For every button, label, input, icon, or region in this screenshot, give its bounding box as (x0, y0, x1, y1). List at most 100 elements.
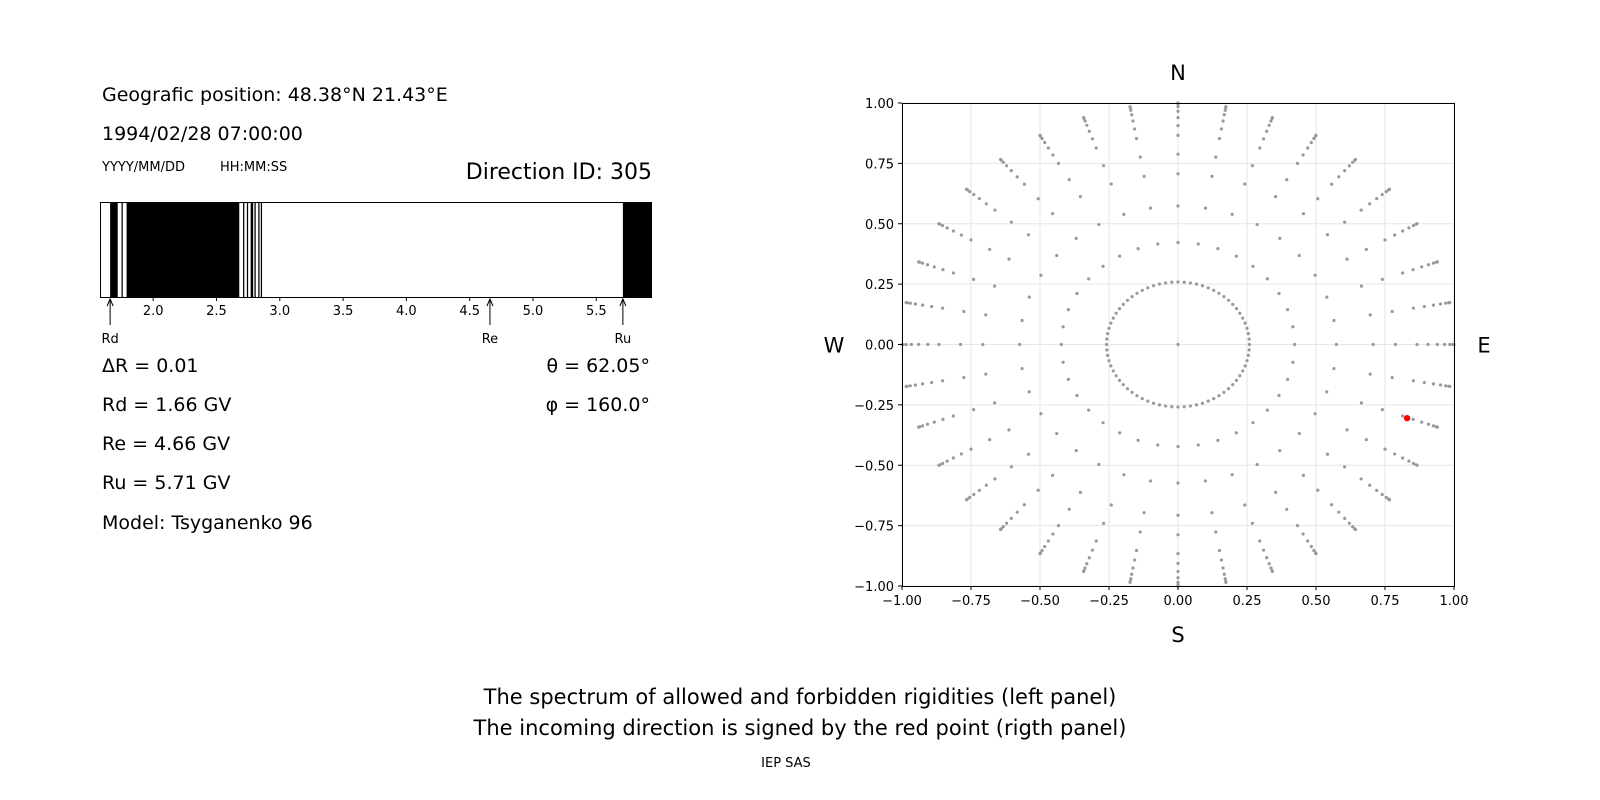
direction-point (1390, 309, 1394, 314)
direction-point (1243, 503, 1247, 507)
direction-point (920, 424, 925, 428)
direction-point (1325, 452, 1330, 456)
direction-point (1015, 175, 1019, 179)
direction-point (969, 447, 973, 451)
direction-point (1380, 407, 1384, 412)
direction-point (1255, 462, 1259, 467)
direction-point (1390, 375, 1394, 380)
direction-point (909, 342, 914, 347)
direction-point (908, 301, 912, 305)
direction-point (1415, 463, 1419, 467)
direction-point (1001, 160, 1005, 164)
direction-point (1448, 342, 1452, 347)
direction-point (1345, 257, 1349, 261)
direction-point (1176, 342, 1180, 347)
direction-point (1301, 212, 1306, 216)
direction-point (1312, 136, 1316, 141)
direction-point (1359, 208, 1363, 212)
direction-point (1238, 311, 1242, 315)
direction-point (1087, 408, 1091, 412)
direction-point (941, 223, 945, 228)
direction-point (1325, 233, 1330, 237)
direction-point (1009, 220, 1013, 224)
marker-arrowhead (106, 297, 114, 307)
direction-point (913, 302, 918, 306)
direction-point (1234, 378, 1239, 382)
direction-point (1131, 119, 1135, 123)
direction-point (984, 313, 988, 317)
direction-point (1375, 488, 1379, 492)
direction-point (1036, 197, 1040, 201)
direction-point (1301, 532, 1305, 536)
forbidden-band (110, 202, 118, 297)
north-label: N (1170, 61, 1186, 85)
direction-point (1383, 447, 1387, 451)
direction-point (1007, 428, 1011, 432)
direction-point (1265, 277, 1269, 281)
direction-point (1380, 192, 1384, 197)
direction-point (1222, 295, 1226, 299)
direction-point (1234, 254, 1238, 258)
direction-point (1295, 524, 1300, 528)
direction-point (1102, 521, 1106, 525)
direction-point (1087, 556, 1091, 560)
direction-point (1200, 401, 1205, 405)
direction-point (984, 202, 988, 206)
direction-point (1314, 133, 1318, 137)
direction-point (1247, 337, 1251, 341)
direction-point (941, 461, 945, 466)
direction-point (1138, 155, 1142, 159)
direction-point (1140, 397, 1144, 401)
direction-point (1444, 301, 1448, 305)
direction-point (1151, 284, 1156, 288)
x-tick-label: −1.00 (882, 594, 922, 609)
credit-label: IEP SAS (761, 756, 811, 771)
direction-point (964, 187, 969, 191)
direction-point (1306, 539, 1310, 543)
direction-point (1387, 498, 1392, 502)
direction-point (1087, 277, 1091, 281)
direction-point (1258, 146, 1262, 150)
direction-point (1056, 161, 1061, 165)
direction-point (988, 247, 992, 251)
spectrum-tick-label: 2.5 (206, 304, 227, 319)
direction-point (1039, 412, 1043, 416)
time-format-label: HH:MM:SS (220, 160, 288, 175)
direction-point (1118, 431, 1122, 435)
direction-point (1114, 374, 1118, 378)
direction-point (1401, 414, 1405, 418)
direction-point (1217, 394, 1221, 398)
marker-label-ru: Ru (615, 332, 632, 347)
direction-point (1411, 306, 1415, 310)
direction-point (1067, 507, 1071, 511)
direction-point (1247, 348, 1251, 352)
direction-point (1130, 572, 1134, 576)
direction-point (1217, 548, 1222, 553)
direction-point (1359, 284, 1363, 288)
direction-point (1438, 302, 1443, 306)
direction-point (1214, 155, 1218, 159)
direction-point (1176, 152, 1180, 156)
direction-point (1286, 307, 1290, 312)
direction-point (1136, 246, 1140, 251)
direction-point (1176, 204, 1180, 208)
direction-point (1435, 342, 1439, 347)
direction-point (1203, 479, 1208, 483)
direction-point (1301, 473, 1306, 477)
direction-point (1176, 580, 1180, 584)
date-format-label: YYYY/MM/DD (102, 160, 185, 175)
direction-point (937, 342, 941, 347)
direction-point (1415, 222, 1419, 226)
direction-point (1420, 265, 1424, 269)
direction-point (1009, 169, 1013, 173)
direction-point (981, 342, 985, 347)
direction-point (1231, 383, 1235, 387)
direction-point (1332, 318, 1336, 323)
spectrum-tick-label: 3.5 (333, 304, 354, 319)
direction-point (1431, 382, 1436, 386)
direction-point (1176, 533, 1180, 537)
direction-point (1059, 342, 1063, 347)
theta-angle: θ = 62.05° (546, 355, 650, 377)
direction-point (1286, 377, 1290, 382)
direction-point (1420, 420, 1424, 424)
